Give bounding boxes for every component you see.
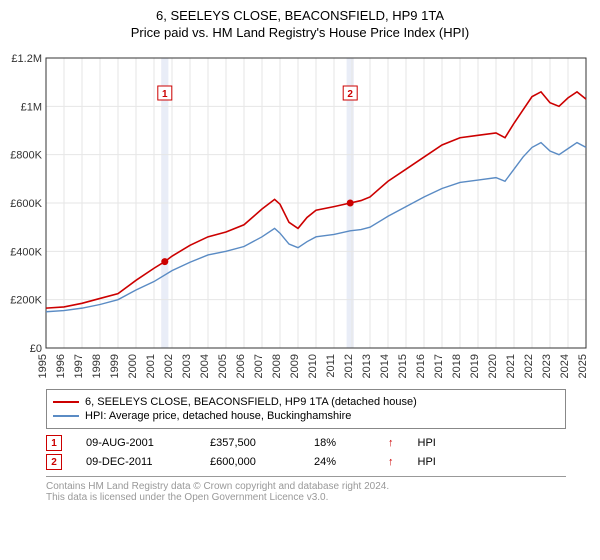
legend-label: HPI: Average price, detached house, Buck… <box>85 410 351 422</box>
transaction-marker: 1 <box>46 435 62 451</box>
transaction-date: 09-DEC-2011 <box>86 456 186 468</box>
transaction-comparator: HPI <box>418 456 458 468</box>
svg-text:£600K: £600K <box>10 198 42 210</box>
license-text: Contains HM Land Registry data © Crown c… <box>46 476 566 503</box>
legend-label: 6, SEELEYS CLOSE, BEACONSFIELD, HP9 1TA … <box>85 396 417 408</box>
svg-text:1997: 1997 <box>73 354 85 378</box>
svg-text:2013: 2013 <box>361 354 373 378</box>
transaction-date: 09-AUG-2001 <box>86 437 186 449</box>
legend-item: 6, SEELEYS CLOSE, BEACONSFIELD, HP9 1TA … <box>53 396 559 408</box>
svg-text:£200K: £200K <box>10 295 42 307</box>
page-title: 6, SEELEYS CLOSE, BEACONSFIELD, HP9 1TA <box>6 8 594 23</box>
svg-text:1998: 1998 <box>91 354 103 378</box>
price-chart: £0 £200K £400K £600K £800K £1M £1.2M 1995 1996 19… <box>6 48 594 383</box>
legend-item: HPI: Average price, detached house, Buck… <box>53 410 559 422</box>
transaction-price: £600,000 <box>210 456 290 468</box>
svg-text:2016: 2016 <box>415 354 427 378</box>
svg-text:2004: 2004 <box>199 354 211 378</box>
svg-text:2017: 2017 <box>433 354 445 378</box>
svg-text:2024: 2024 <box>559 354 571 378</box>
svg-text:2012: 2012 <box>343 354 355 378</box>
transaction-comparator: HPI <box>418 437 458 449</box>
svg-text:2003: 2003 <box>181 354 193 378</box>
svg-text:2021: 2021 <box>505 354 517 378</box>
svg-text:1996: 1996 <box>55 354 67 378</box>
svg-text:2019: 2019 <box>469 354 481 378</box>
svg-text:2020: 2020 <box>487 354 499 378</box>
svg-text:£1M: £1M <box>21 101 42 113</box>
transaction-table: 1 09-AUG-2001 £357,500 18% ↑ HPI 2 09-DEC-2011 £… <box>46 435 566 470</box>
svg-text:£0: £0 <box>30 343 42 355</box>
svg-text:2005: 2005 <box>217 354 229 378</box>
svg-text:2006: 2006 <box>235 354 247 378</box>
svg-text:2010: 2010 <box>307 354 319 378</box>
legend-swatch <box>53 401 79 403</box>
transaction-price: £357,500 <box>210 437 290 449</box>
svg-text:£800K: £800K <box>10 150 42 162</box>
svg-text:2023: 2023 <box>541 354 553 378</box>
transaction-row: 2 09-DEC-2011 £600,000 24% ↑ HPI <box>46 454 566 470</box>
svg-text:2: 2 <box>347 89 353 100</box>
svg-text:1: 1 <box>162 89 168 100</box>
svg-text:2022: 2022 <box>523 354 535 378</box>
page-subtitle: Price paid vs. HM Land Registry's House … <box>6 25 594 40</box>
transaction-marker: 2 <box>46 454 62 470</box>
svg-text:2025: 2025 <box>577 354 589 378</box>
svg-text:1995: 1995 <box>37 354 49 378</box>
svg-text:2011: 2011 <box>325 354 337 378</box>
svg-text:2014: 2014 <box>379 354 391 378</box>
svg-text:2018: 2018 <box>451 354 463 378</box>
legend: 6, SEELEYS CLOSE, BEACONSFIELD, HP9 1TA … <box>46 389 566 429</box>
transaction-diff: 24% <box>314 456 364 468</box>
arrow-up-icon: ↑ <box>388 456 394 468</box>
license-line: This data is licensed under the Open Gov… <box>46 492 566 503</box>
legend-swatch <box>53 415 79 417</box>
svg-text:2007: 2007 <box>253 354 265 378</box>
svg-text:2000: 2000 <box>127 354 139 378</box>
svg-text:2001: 2001 <box>145 354 157 378</box>
arrow-up-icon: ↑ <box>388 437 394 449</box>
svg-text:£1.2M: £1.2M <box>11 53 42 65</box>
svg-text:£400K: £400K <box>10 246 42 258</box>
transaction-row: 1 09-AUG-2001 £357,500 18% ↑ HPI <box>46 435 566 451</box>
svg-text:2009: 2009 <box>289 354 301 378</box>
transaction-diff: 18% <box>314 437 364 449</box>
svg-text:2015: 2015 <box>397 354 409 378</box>
svg-text:1999: 1999 <box>109 354 121 378</box>
svg-text:2002: 2002 <box>163 354 175 378</box>
license-line: Contains HM Land Registry data © Crown c… <box>46 481 566 492</box>
svg-text:2008: 2008 <box>271 354 283 378</box>
